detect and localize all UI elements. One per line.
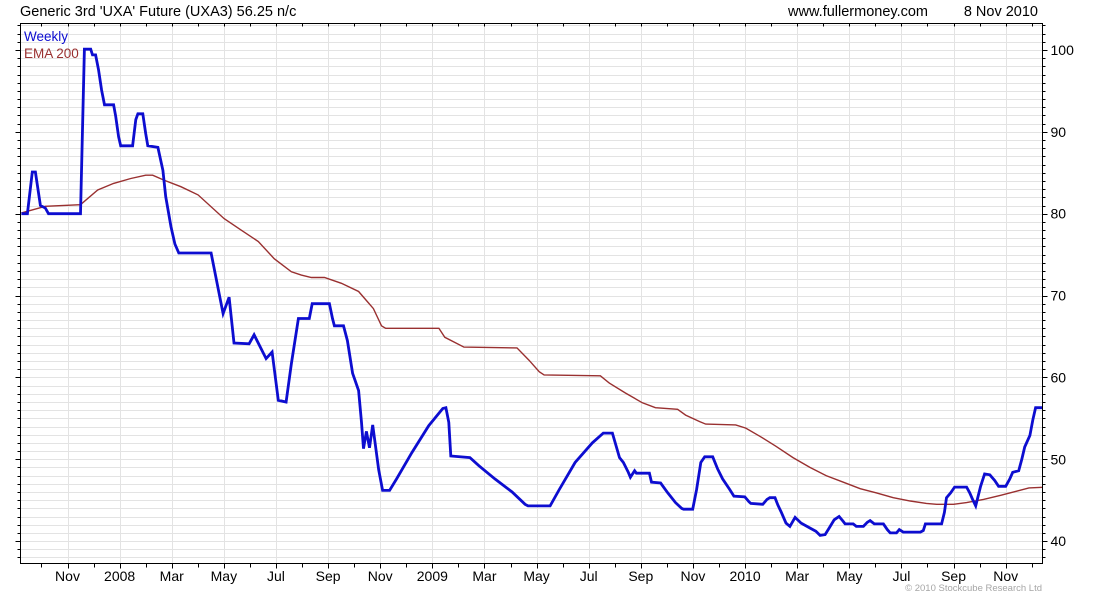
date-label: 8 Nov 2010 [963, 4, 1038, 20]
y-tick-label: 80 [1051, 206, 1067, 222]
x-tick-label: Mar [472, 568, 496, 584]
y-tick-label: 40 [1051, 533, 1067, 549]
x-tick-label: Nov [993, 568, 1018, 584]
axis-ticks [15, 23, 1048, 569]
x-tick-label: Mar [160, 568, 184, 584]
y-tick-label: 70 [1051, 288, 1067, 304]
x-tick-label: Jul [267, 568, 285, 584]
chart-title: Generic 3rd 'UXA' Future (UXA3) 56.25 n/… [20, 4, 297, 20]
y-tick-label: 50 [1051, 451, 1067, 467]
plot-border [20, 23, 1043, 564]
x-tick-label: Nov [680, 568, 705, 584]
ema-200-line [21, 174, 1043, 505]
x-tick-label: May [523, 568, 549, 584]
legend-weekly-label: Weekly [24, 29, 69, 44]
x-tick-label: 2010 [729, 568, 760, 584]
x-tick-label: Sep [316, 568, 341, 584]
x-tick-label: May [836, 568, 862, 584]
x-tick-label: 2008 [104, 568, 135, 584]
x-tick-label: Nov [55, 568, 80, 584]
site-label: www.fullermoney.com [788, 4, 928, 20]
weekly-series-line [21, 47, 1043, 537]
y-tick-label: 90 [1051, 124, 1067, 140]
gridlines [20, 23, 1043, 564]
x-tick-label: May [211, 568, 237, 584]
x-tick-label: Sep [941, 568, 966, 584]
x-tick-label: Nov [368, 568, 393, 584]
y-tick-label: 60 [1051, 369, 1067, 385]
copyright-label: © 2010 Stockcube Research Ltd [905, 583, 1042, 594]
y-tick-label: 100 [1051, 42, 1075, 58]
x-tick-label: Jul [892, 568, 910, 584]
legend-ema-label: EMA 200 [24, 46, 79, 61]
x-tick-label: Jul [580, 568, 598, 584]
chart-legend: Weekly EMA 200 [24, 28, 79, 62]
x-tick-label: Mar [785, 568, 809, 584]
x-tick-label: 2009 [417, 568, 448, 584]
x-tick-label: Sep [628, 568, 653, 584]
